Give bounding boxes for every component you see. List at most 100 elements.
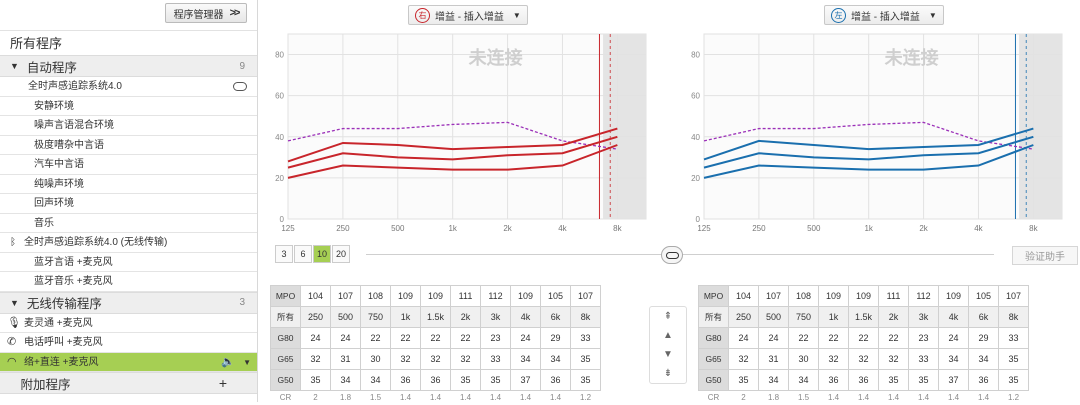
step-down-icon[interactable]: ▼ <box>663 349 673 360</box>
table-cell[interactable]: 32 <box>390 348 421 370</box>
table-cell[interactable]: 24 <box>758 327 789 349</box>
table-cell[interactable]: 36 <box>420 369 451 391</box>
table-cell[interactable]: 34 <box>968 348 999 370</box>
step-up-double-icon[interactable]: ⇞ <box>663 311 673 322</box>
table-cell[interactable]: 36 <box>390 369 421 391</box>
program-item[interactable]: 汽车中言语 <box>0 155 257 175</box>
table-cell[interactable]: 1.4 <box>857 393 870 403</box>
table-cell[interactable]: 1.5 <box>369 393 382 403</box>
table-cell[interactable]: 34 <box>360 369 391 391</box>
table-cell[interactable]: 36 <box>818 369 849 391</box>
table-cell[interactable]: 36 <box>848 369 879 391</box>
table-cell[interactable]: 1.4 <box>549 393 562 403</box>
program-item[interactable]: 纯噪声环境 <box>0 175 257 194</box>
table-cell[interactable]: 2 <box>313 393 318 403</box>
table-cell[interactable]: 1.8 <box>339 393 352 403</box>
program-item[interactable]: 音乐 <box>0 214 257 233</box>
table-cell[interactable]: 1.5 <box>797 393 810 403</box>
table-cell[interactable]: 22 <box>360 327 391 349</box>
table-cell[interactable]: 500 <box>330 306 361 328</box>
table-cell[interactable]: 1.4 <box>977 393 990 403</box>
speaker-icon[interactable]: 🔈 <box>221 355 235 368</box>
table-cell[interactable]: 2 <box>741 393 746 403</box>
table-cell[interactable]: 109 <box>390 285 421 307</box>
table-cell[interactable]: 24 <box>300 327 331 349</box>
table-cell[interactable]: 35 <box>998 348 1029 370</box>
table-cell[interactable]: 34 <box>758 369 789 391</box>
table-cell[interactable]: 33 <box>570 327 601 349</box>
table-cell[interactable]: 1.4 <box>887 393 900 403</box>
program-item-parent[interactable]: 全时声感追踪系统4.0 <box>0 77 257 97</box>
table-cell[interactable]: 22 <box>848 327 879 349</box>
table-cell[interactable]: 35 <box>998 369 1029 391</box>
table-cell[interactable]: 105 <box>540 285 571 307</box>
table-cell[interactable]: 24 <box>510 327 541 349</box>
table-cell[interactable]: 22 <box>420 327 451 349</box>
table-cell[interactable]: 750 <box>360 306 391 328</box>
program-item[interactable]: 回声环境 <box>0 194 257 214</box>
program-item-stream[interactable]: ◠ 络+直连 +麦克风 🔈 ▼ <box>0 352 257 372</box>
table-cell[interactable]: 250 <box>300 306 331 328</box>
table-cell[interactable]: 34 <box>788 369 819 391</box>
link-ears-toggle[interactable] <box>661 246 683 264</box>
table-cell[interactable]: 32 <box>450 348 481 370</box>
table-cell[interactable]: 35 <box>908 369 939 391</box>
step-down-double-icon[interactable]: ⇟ <box>663 368 673 379</box>
table-cell[interactable]: 32 <box>848 348 879 370</box>
table-cell[interactable]: 8k <box>570 306 601 328</box>
table-cell[interactable]: 112 <box>480 285 511 307</box>
table-cell[interactable]: 24 <box>330 327 361 349</box>
table-cell[interactable]: 24 <box>938 327 969 349</box>
table-cell[interactable]: 3k <box>908 306 939 328</box>
program-item-phone[interactable]: ✆ 电话呼叫 +麦克风 <box>0 333 257 353</box>
table-cell[interactable]: 1.8 <box>767 393 780 403</box>
table-cell[interactable]: 500 <box>758 306 789 328</box>
table-cell[interactable]: 36 <box>968 369 999 391</box>
table-cell[interactable]: 32 <box>728 348 759 370</box>
table-cell[interactable]: 31 <box>330 348 361 370</box>
right-graph-selector[interactable]: 右 增益 - 插入增益 ▼ <box>408 5 528 25</box>
table-cell[interactable]: 107 <box>998 285 1029 307</box>
dropdown-arrow-icon[interactable]: ▼ <box>243 357 251 367</box>
table-cell[interactable]: 32 <box>420 348 451 370</box>
table-cell[interactable]: 109 <box>510 285 541 307</box>
table-cell[interactable]: 109 <box>420 285 451 307</box>
table-cell[interactable]: 6k <box>968 306 999 328</box>
program-item[interactable]: 安静环境 <box>0 97 257 116</box>
table-cell[interactable]: 37 <box>938 369 969 391</box>
table-cell[interactable]: 29 <box>968 327 999 349</box>
program-item-mic[interactable]: 🎙 麦灵通 +麦克风 <box>0 314 257 333</box>
table-cell[interactable]: 32 <box>300 348 331 370</box>
wireless-programs-section[interactable]: ▼ 无线传输程序 3 <box>0 291 257 314</box>
table-cell[interactable]: 3k <box>480 306 511 328</box>
link-icon[interactable] <box>233 82 247 91</box>
table-cell[interactable]: 108 <box>360 285 391 307</box>
program-manager-button[interactable]: 程序管理器 >> <box>165 3 247 23</box>
table-cell[interactable]: 35 <box>300 369 331 391</box>
table-cell[interactable]: 30 <box>360 348 391 370</box>
table-cell[interactable]: 1.4 <box>399 393 412 403</box>
table-cell[interactable]: 111 <box>450 285 481 307</box>
step-up-icon[interactable]: ▲ <box>663 330 673 341</box>
scale-button[interactable]: 20 <box>332 245 350 263</box>
table-cell[interactable]: 105 <box>968 285 999 307</box>
table-cell[interactable]: 4k <box>938 306 969 328</box>
table-cell[interactable]: 35 <box>480 369 511 391</box>
table-cell[interactable]: 23 <box>480 327 511 349</box>
table-cell[interactable]: 8k <box>998 306 1029 328</box>
table-cell[interactable]: 35 <box>570 369 601 391</box>
program-item[interactable]: 蓝牙言语 +麦克风 <box>0 253 257 272</box>
program-item[interactable]: 极度嘈杂中言语 <box>0 136 257 155</box>
auto-programs-section[interactable]: ▼ 自动程序 9 <box>0 55 257 77</box>
table-cell[interactable]: 33 <box>480 348 511 370</box>
scale-button[interactable]: 3 <box>275 245 293 263</box>
table-cell[interactable]: 34 <box>540 348 571 370</box>
table-cell[interactable]: 35 <box>878 369 909 391</box>
table-cell[interactable]: 34 <box>510 348 541 370</box>
table-cell[interactable]: 22 <box>390 327 421 349</box>
table-cell[interactable]: 33 <box>998 327 1029 349</box>
table-cell[interactable]: 32 <box>878 348 909 370</box>
table-cell[interactable]: 1k <box>818 306 849 328</box>
table-cell[interactable]: 1.4 <box>827 393 840 403</box>
table-cell[interactable]: 35 <box>450 369 481 391</box>
